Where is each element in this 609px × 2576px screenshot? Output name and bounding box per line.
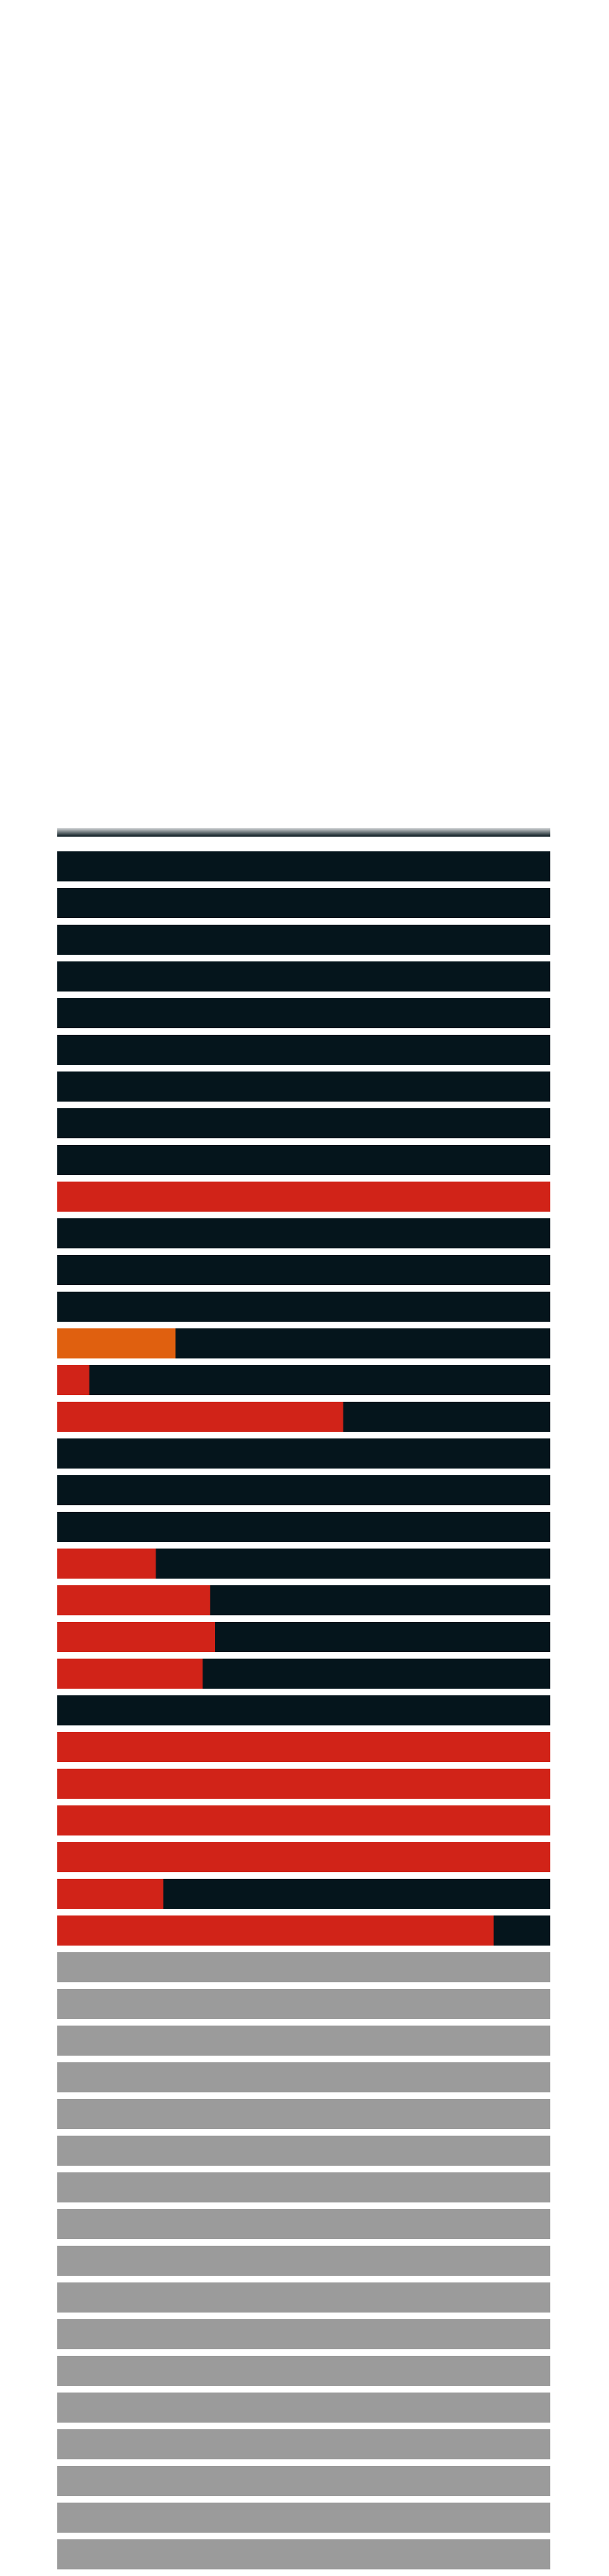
bar-row-36 [57, 2136, 550, 2166]
bar-background [57, 2099, 550, 2129]
bar-background [57, 2319, 550, 2349]
bar-segment-orange [57, 1328, 176, 1358]
bar-background [57, 1695, 550, 1725]
bar-row-26 [57, 1769, 550, 1799]
bar-background [57, 1255, 550, 1285]
bar-row-28 [57, 1842, 550, 1872]
bar-row-46 [57, 2503, 550, 2533]
bar-segment-red [57, 1182, 550, 1212]
bar-segment-red [57, 1549, 156, 1579]
bar-background [57, 2503, 550, 2533]
bar-row-31 [57, 1952, 550, 1982]
bar-row-5 [57, 998, 550, 1028]
bar-row-42 [57, 2356, 550, 2386]
bar-row-11 [57, 1218, 550, 1248]
bar-background [57, 2393, 550, 2423]
bar-background [57, 1989, 550, 2019]
bar-segment-red [57, 1915, 494, 1946]
bar-row-25 [57, 1732, 550, 1762]
bar-segment-red [57, 1842, 550, 1872]
bar-background [57, 998, 550, 1028]
bar-row-41 [57, 2319, 550, 2349]
bar-background [57, 961, 550, 992]
bar-row-1 [57, 851, 550, 881]
bar-row-27 [57, 1805, 550, 1835]
bar-segment-red [57, 1879, 164, 1909]
bar-background [57, 2209, 550, 2239]
bar-row-9 [57, 1145, 550, 1175]
bar-row-2 [57, 888, 550, 918]
top-edge [57, 828, 550, 837]
bar-row-43 [57, 2393, 550, 2423]
bar-background [57, 2026, 550, 2056]
bar-row-12 [57, 1255, 550, 1285]
bar-row-3 [57, 925, 550, 955]
bar-background [57, 1035, 550, 1065]
bar-row-39 [57, 2246, 550, 2276]
bar-row-19 [57, 1512, 550, 1542]
bar-background [57, 925, 550, 955]
bar-row-18 [57, 1475, 550, 1505]
bar-row-17 [57, 1438, 550, 1469]
bar-background [57, 2136, 550, 2166]
bar-segment-red [57, 1805, 550, 1835]
bar-row-14 [57, 1328, 550, 1358]
bar-row-35 [57, 2099, 550, 2129]
bar-background [57, 1365, 550, 1395]
bar-row-15 [57, 1365, 550, 1395]
bar-segment-red [57, 1769, 550, 1799]
bar-background [57, 2429, 550, 2459]
bar-background [57, 1475, 550, 1505]
bar-row-38 [57, 2209, 550, 2239]
bar-row-29 [57, 1879, 550, 1909]
bar-row-4 [57, 961, 550, 992]
bar-segment-red [57, 1402, 343, 1432]
bar-background [57, 2172, 550, 2202]
bar-background [57, 1952, 550, 1982]
bar-row-45 [57, 2466, 550, 2496]
bar-background [57, 851, 550, 881]
bar-background [57, 1512, 550, 1542]
bar-background [57, 1108, 550, 1138]
bar-row-22 [57, 1622, 550, 1652]
bar-row-33 [57, 2026, 550, 2056]
bar-row-32 [57, 1989, 550, 2019]
bar-row-44 [57, 2429, 550, 2459]
bar-background [57, 1145, 550, 1175]
bar-row-37 [57, 2172, 550, 2202]
bar-row-6 [57, 1035, 550, 1065]
bar-segment-red [57, 1622, 216, 1652]
bar-row-30 [57, 1915, 550, 1946]
bar-row-24 [57, 1695, 550, 1725]
bar-row-13 [57, 1292, 550, 1322]
bar-segment-red [57, 1659, 203, 1689]
bar-row-10 [57, 1182, 550, 1212]
bar-background [57, 2062, 550, 2092]
bar-background [57, 1218, 550, 1248]
bar-rows [57, 851, 550, 2569]
bar-background [57, 2539, 550, 2569]
bar-background [57, 2246, 550, 2276]
bar-row-8 [57, 1108, 550, 1138]
bar-row-47 [57, 2539, 550, 2569]
bar-row-16 [57, 1402, 550, 1432]
bar-background [57, 1292, 550, 1322]
bar-background [57, 2356, 550, 2386]
bar-background [57, 1071, 550, 1102]
bar-segment-red [57, 1732, 550, 1762]
bar-row-7 [57, 1071, 550, 1102]
bar-background [57, 2466, 550, 2496]
bar-row-40 [57, 2282, 550, 2313]
bar-segment-red [57, 1585, 211, 1615]
bar-row-20 [57, 1549, 550, 1579]
bar-background [57, 888, 550, 918]
bar-background [57, 2282, 550, 2313]
bar-background [57, 1438, 550, 1469]
bar-segment-red [57, 1365, 90, 1395]
bar-row-21 [57, 1585, 550, 1615]
bar-row-34 [57, 2062, 550, 2092]
bar-row-23 [57, 1659, 550, 1689]
